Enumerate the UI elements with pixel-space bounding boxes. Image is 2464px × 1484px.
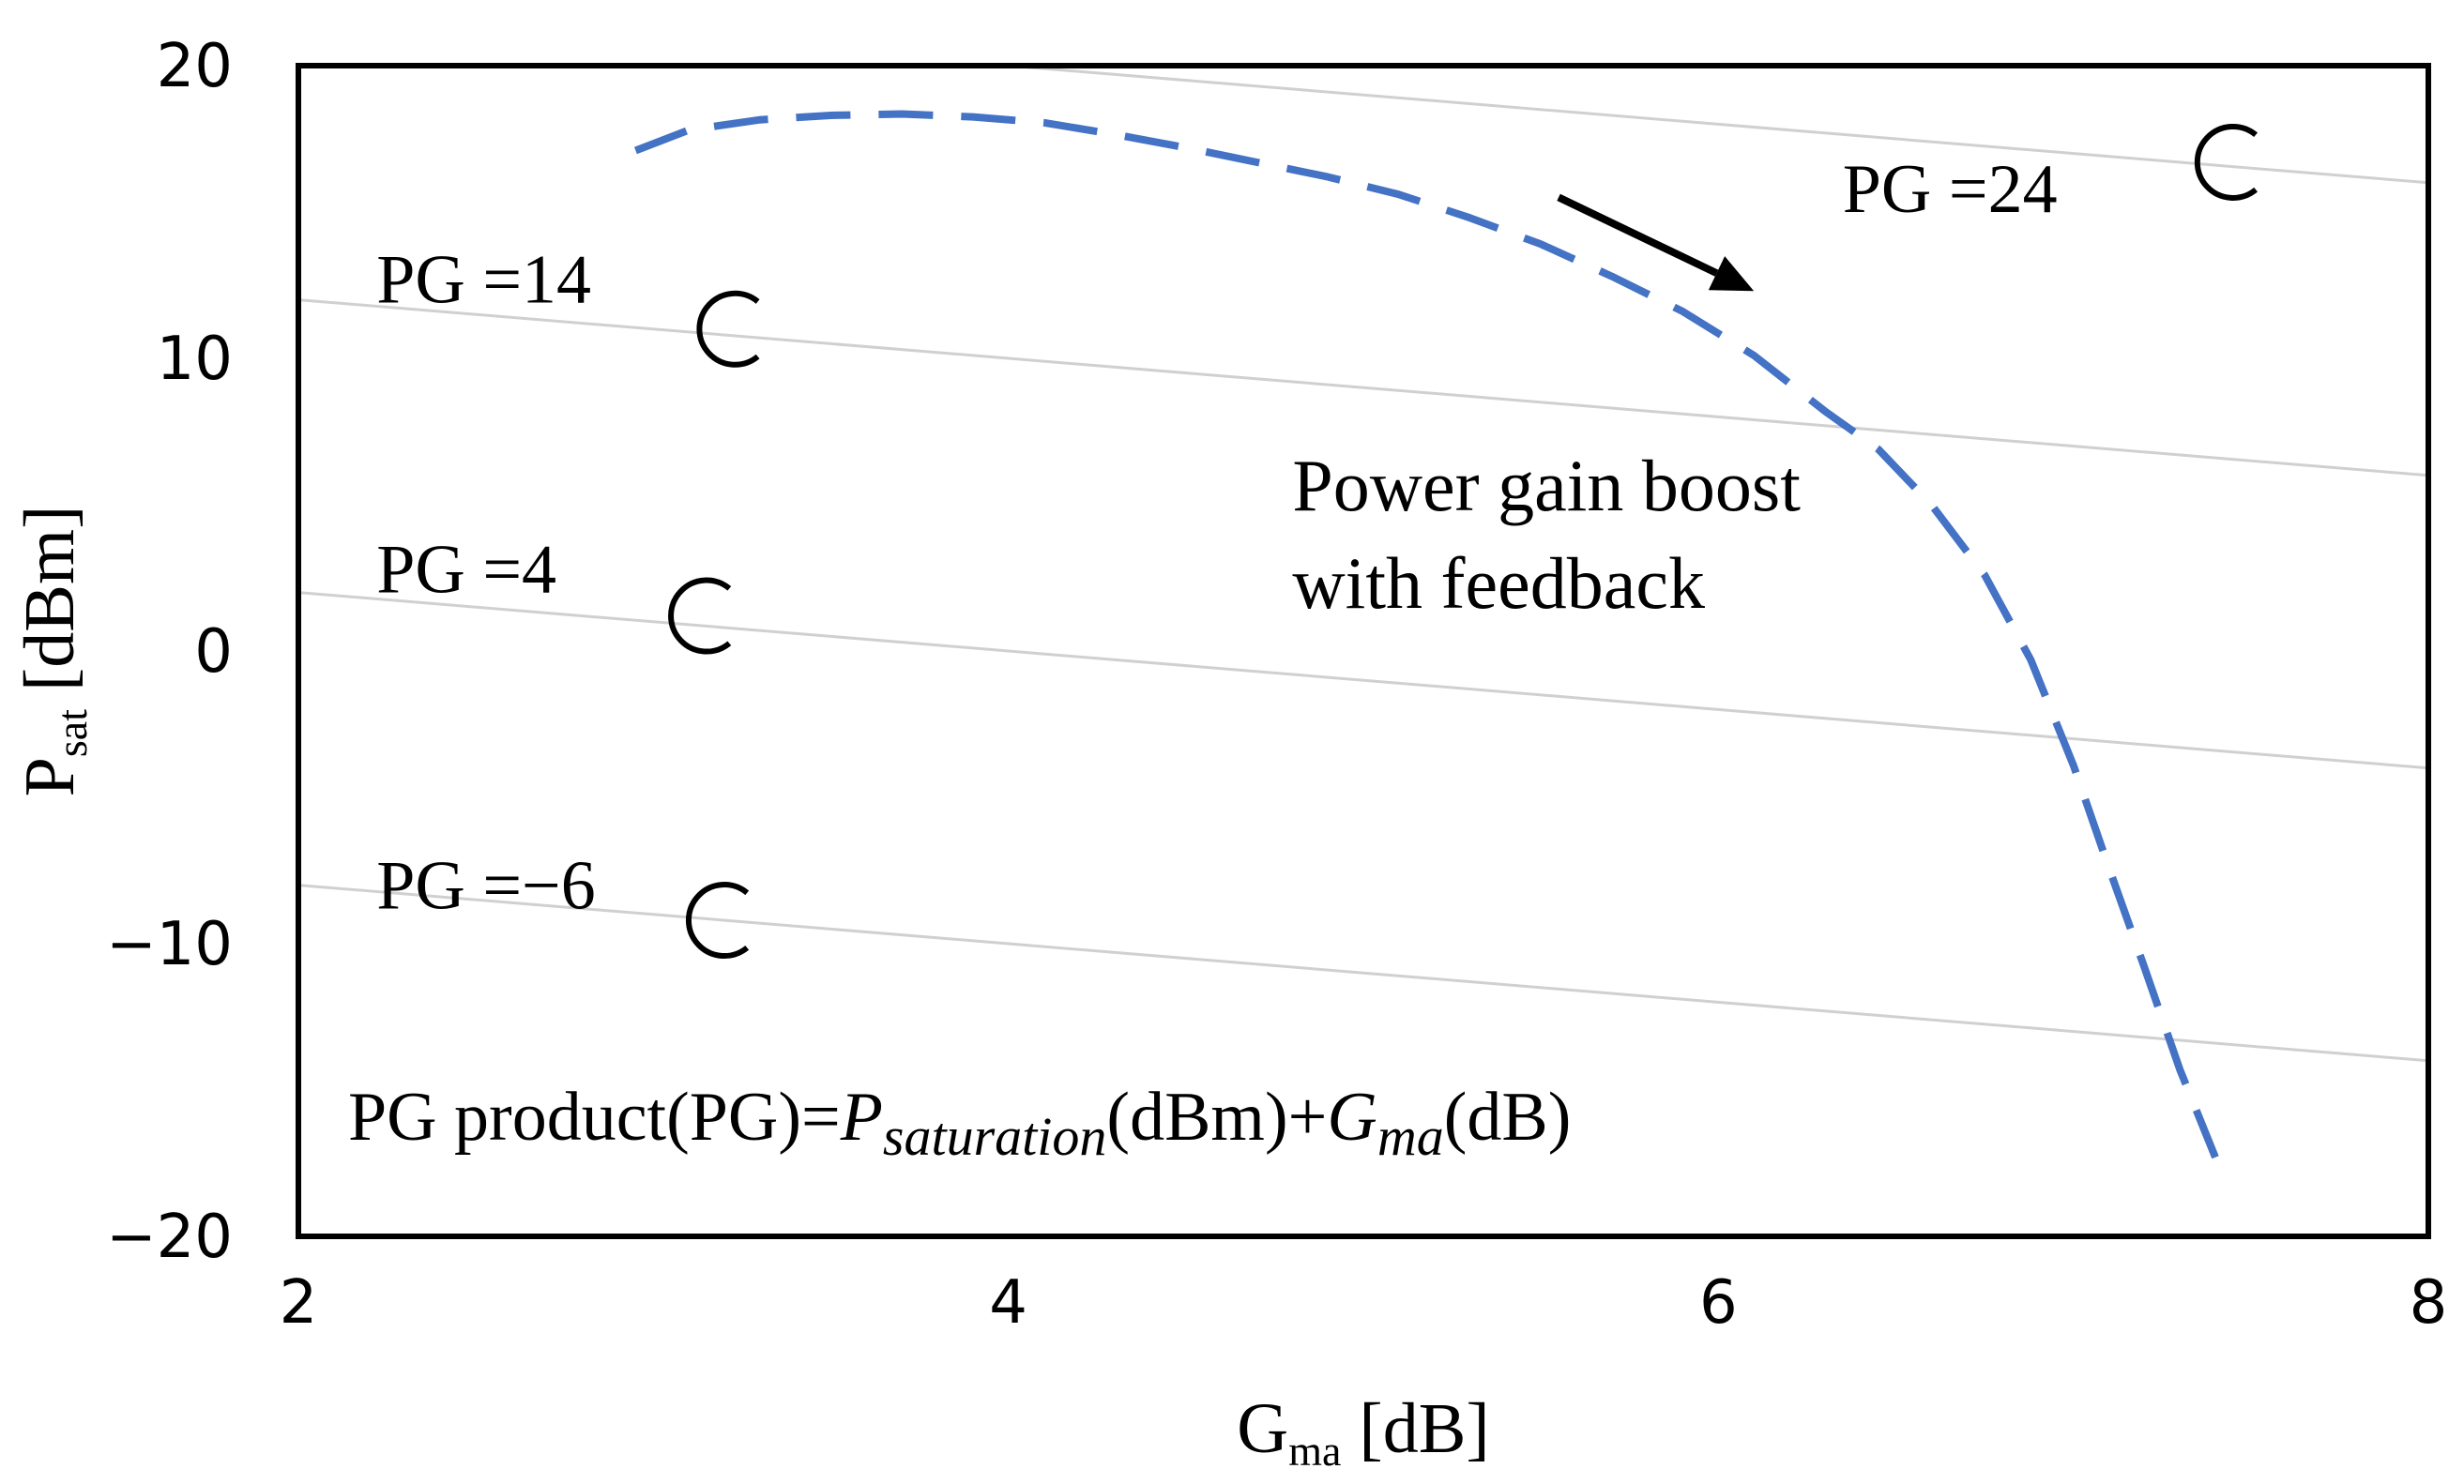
y-tick-label-4: −20 — [106, 1203, 233, 1272]
data-series — [633, 110, 2219, 1159]
x-tick-label-1: 4 — [989, 1268, 1027, 1338]
formula-suffix: (dB) — [1444, 1079, 1572, 1156]
pg-label-0: PG =14 — [376, 242, 591, 319]
x-axis-ticks: 2 4 6 8 — [280, 1268, 2448, 1338]
plot-area-frame — [296, 63, 2431, 1239]
x-axis-label-unit: [dB] — [1341, 1389, 1489, 1468]
x-tick-label-0: 2 — [280, 1268, 318, 1338]
x-axis-label-sub: ma — [1288, 1427, 1341, 1475]
formula-g-symbol: G — [1327, 1079, 1376, 1156]
y-tick-label-2: 0 — [194, 617, 233, 687]
y-axis-label-main: P — [10, 757, 89, 796]
pg-line-2 — [298, 884, 2428, 1063]
annotation-boost-line1: Power gain boost — [1292, 445, 1801, 526]
pg-label-2: PG =−6 — [376, 848, 596, 925]
pg-circle-2 — [685, 882, 750, 960]
pg-line-1 — [298, 591, 2428, 770]
y-axis-ticks: 20 10 0 −10 −20 — [106, 32, 233, 1272]
pg-marker-circles — [668, 123, 2259, 960]
pg-label-1: PG =4 — [376, 532, 556, 609]
x-axis-label: Gma [dB] — [1237, 1389, 1489, 1475]
pg-line-3 — [991, 66, 2428, 185]
formula-g-subscript: ma — [1377, 1106, 1444, 1167]
annotation-boost: Power gain boost with feedback — [1292, 445, 1818, 624]
formula-p-symbol: P — [840, 1079, 883, 1156]
formula-annotation: PG product(PG)=Psaturation(dBm)+Gma(dB) — [348, 1079, 1571, 1167]
formula-p-subscript: saturation — [883, 1106, 1107, 1167]
y-axis-label-unit: [dBm] — [10, 506, 89, 709]
annotation-arrow — [1557, 193, 1755, 292]
formula-prefix: PG product(PG)= — [348, 1079, 841, 1156]
y-tick-label-0: 20 — [157, 32, 233, 101]
y-tick-label-3: −10 — [106, 910, 233, 979]
y-axis-label: Psat [dBm] — [10, 506, 96, 797]
y-tick-label-1: 10 — [157, 325, 233, 394]
formula-mid: (dBm)+ — [1106, 1079, 1327, 1156]
pg-circle-0 — [696, 290, 760, 368]
annotation-boost-line2: with feedback — [1292, 542, 1705, 624]
pg-circle-1 — [668, 577, 732, 655]
x-axis-label-main: G — [1237, 1389, 1288, 1468]
arrow-shaft — [1557, 193, 1719, 277]
arrow-head — [1708, 256, 1755, 292]
x-tick-label-3: 8 — [2410, 1268, 2448, 1338]
pg-line-0 — [298, 298, 2428, 477]
pg-reference-lines — [298, 66, 2428, 1063]
pg-label-3: PG =24 — [1843, 151, 2058, 228]
y-axis-label-sub: sat — [48, 709, 96, 757]
x-tick-label-2: 6 — [1699, 1268, 1738, 1338]
pg-circle-3 — [2194, 123, 2259, 201]
series-line-0 — [633, 110, 2219, 1159]
pg-labels: PG =14 PG =4 PG =−6 PG =24 — [376, 151, 2057, 925]
